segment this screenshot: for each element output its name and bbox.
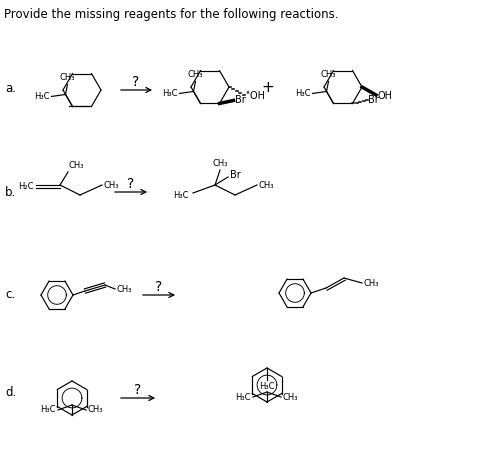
Text: H₃C: H₃C	[162, 89, 177, 98]
Text: CH₃: CH₃	[188, 70, 203, 79]
Text: Provide the missing reagents for the following reactions.: Provide the missing reagents for the fol…	[4, 8, 338, 21]
Text: Br: Br	[230, 170, 241, 180]
Text: ''OH: ''OH	[245, 91, 265, 101]
Text: OH: OH	[378, 91, 393, 101]
Text: Br: Br	[236, 95, 246, 106]
Text: H₃C: H₃C	[295, 89, 311, 98]
Text: CH₃: CH₃	[212, 159, 228, 168]
Text: CH₃: CH₃	[88, 405, 104, 414]
Text: b.: b.	[5, 185, 16, 198]
Text: H₂C: H₂C	[19, 182, 34, 191]
Text: a.: a.	[5, 82, 16, 95]
Text: H₃C: H₃C	[34, 92, 50, 101]
Text: H₃C: H₃C	[174, 190, 189, 200]
Text: CH₃: CH₃	[321, 70, 336, 79]
Text: CH₃: CH₃	[69, 161, 85, 170]
Text: d.: d.	[5, 386, 16, 399]
Text: ?: ?	[155, 280, 163, 294]
Text: H₃C: H₃C	[236, 392, 251, 402]
Text: CH₃: CH₃	[283, 392, 298, 402]
Text: CH₃: CH₃	[60, 73, 75, 83]
Text: CH₃: CH₃	[259, 180, 274, 190]
Text: +: +	[261, 80, 274, 95]
Text: c.: c.	[5, 289, 15, 302]
Text: CH₃: CH₃	[104, 180, 120, 190]
Text: ?: ?	[127, 177, 135, 191]
Text: ?: ?	[134, 383, 141, 397]
Text: CH₃: CH₃	[117, 285, 132, 293]
Text: H₃C: H₃C	[41, 405, 56, 414]
Text: ?: ?	[132, 75, 140, 89]
Text: Br: Br	[369, 95, 379, 106]
Text: CH₃: CH₃	[364, 279, 380, 287]
Text: H₃C: H₃C	[259, 382, 275, 391]
